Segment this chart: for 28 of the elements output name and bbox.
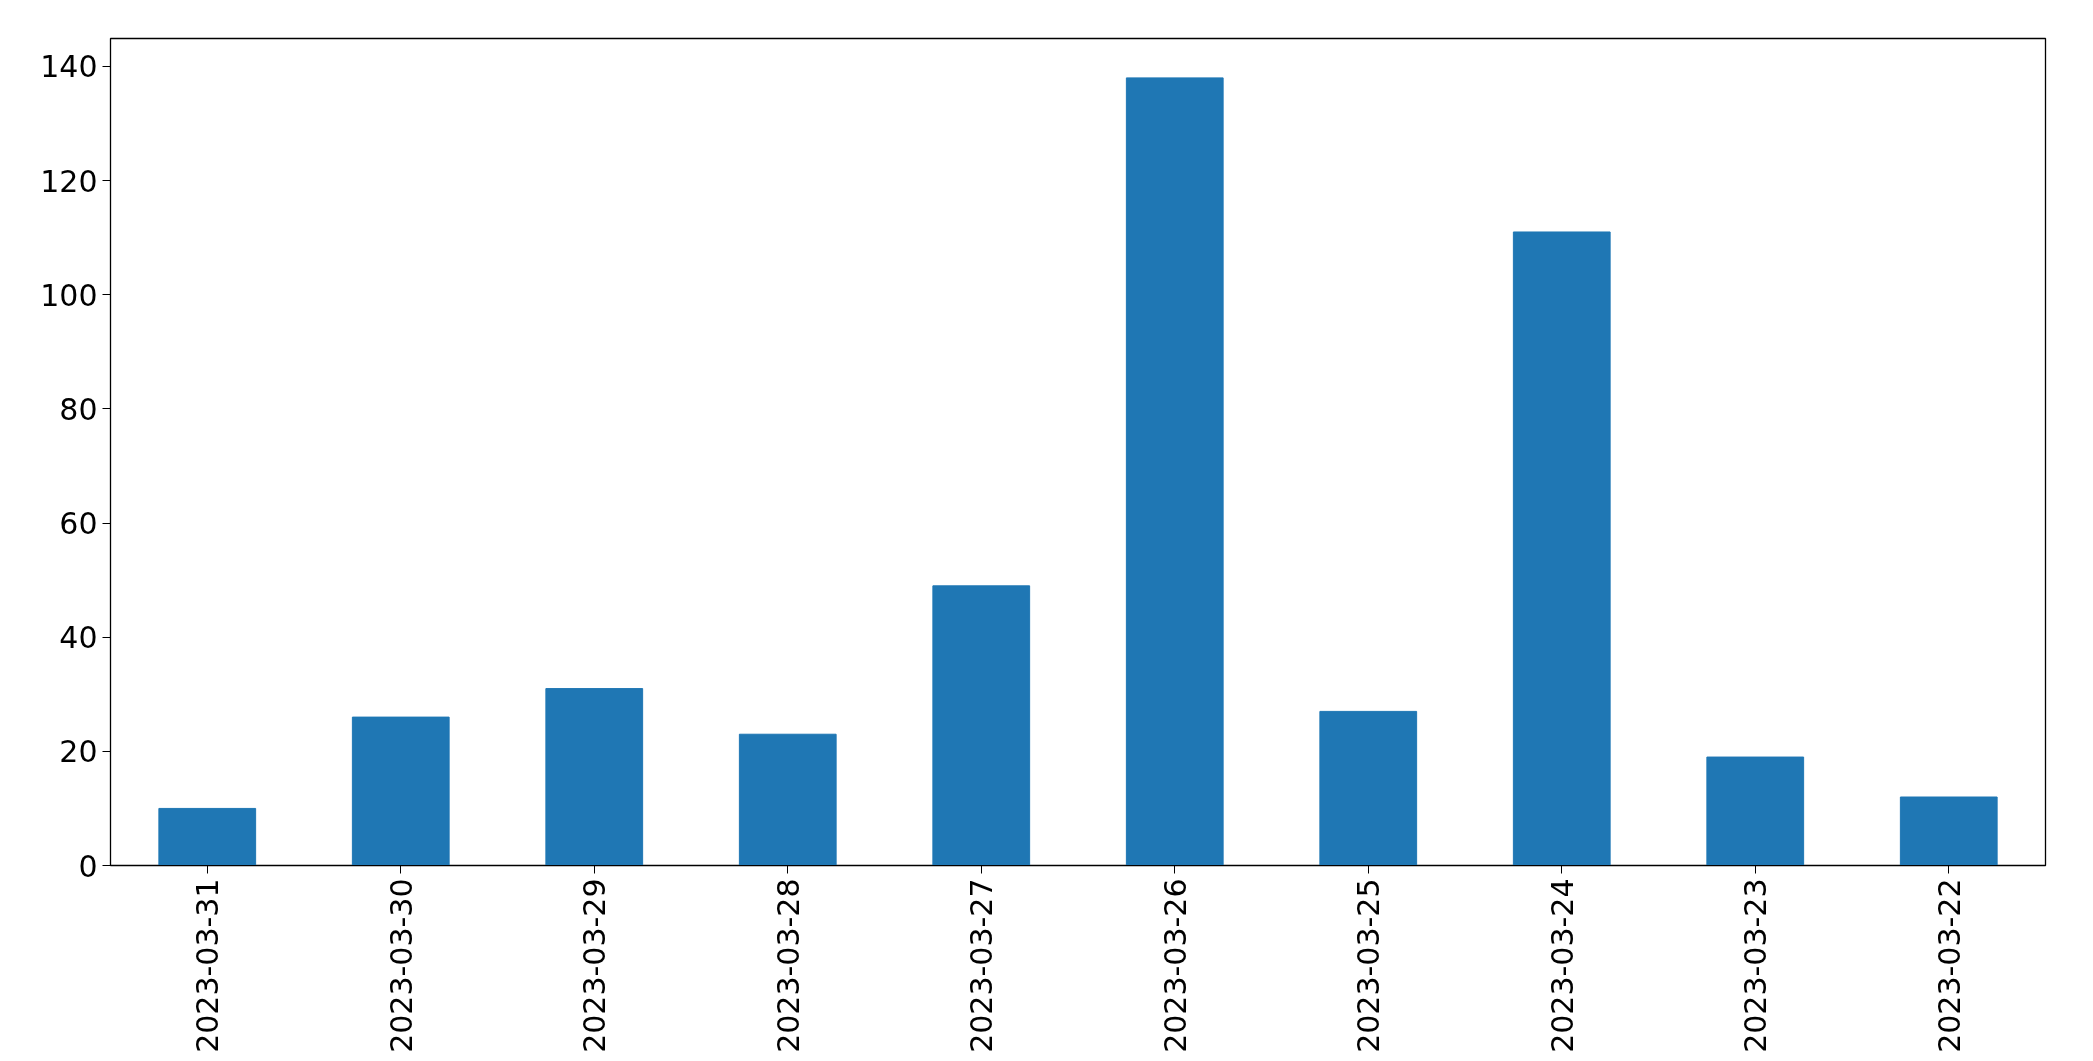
x-tick-label: 2023-03-24 xyxy=(1544,878,1580,1053)
y-tick-label: 0 xyxy=(78,848,98,884)
bar xyxy=(738,733,837,866)
y-tick-label: 20 xyxy=(59,734,98,770)
y-tick-label: 120 xyxy=(40,163,98,199)
x-tick-label: 2023-03-23 xyxy=(1738,878,1774,1053)
bar xyxy=(1706,756,1805,866)
y-tick-label: 140 xyxy=(40,49,98,85)
x-tick-label: 2023-03-26 xyxy=(1157,878,1193,1053)
bar xyxy=(351,716,450,866)
bar xyxy=(1512,231,1611,866)
x-tick-label: 2023-03-28 xyxy=(770,878,806,1053)
x-tick-label: 2023-03-30 xyxy=(383,878,419,1053)
x-tick-label: 2023-03-27 xyxy=(964,878,1000,1053)
x-tick-label: 2023-03-22 xyxy=(1931,878,1967,1053)
y-tick-label: 100 xyxy=(40,277,98,313)
bar xyxy=(1899,796,1998,866)
bar xyxy=(545,688,644,866)
x-tick-label: 2023-03-29 xyxy=(577,878,613,1053)
x-tick-label: 2023-03-31 xyxy=(190,878,226,1053)
bar xyxy=(1125,77,1224,866)
bar xyxy=(932,585,1031,866)
y-tick-label: 40 xyxy=(59,620,98,656)
y-tick-label: 80 xyxy=(59,391,98,427)
bar xyxy=(158,807,257,866)
y-tick-label: 60 xyxy=(59,506,98,542)
x-tick-label: 2023-03-25 xyxy=(1351,878,1387,1053)
bar xyxy=(1319,710,1418,866)
